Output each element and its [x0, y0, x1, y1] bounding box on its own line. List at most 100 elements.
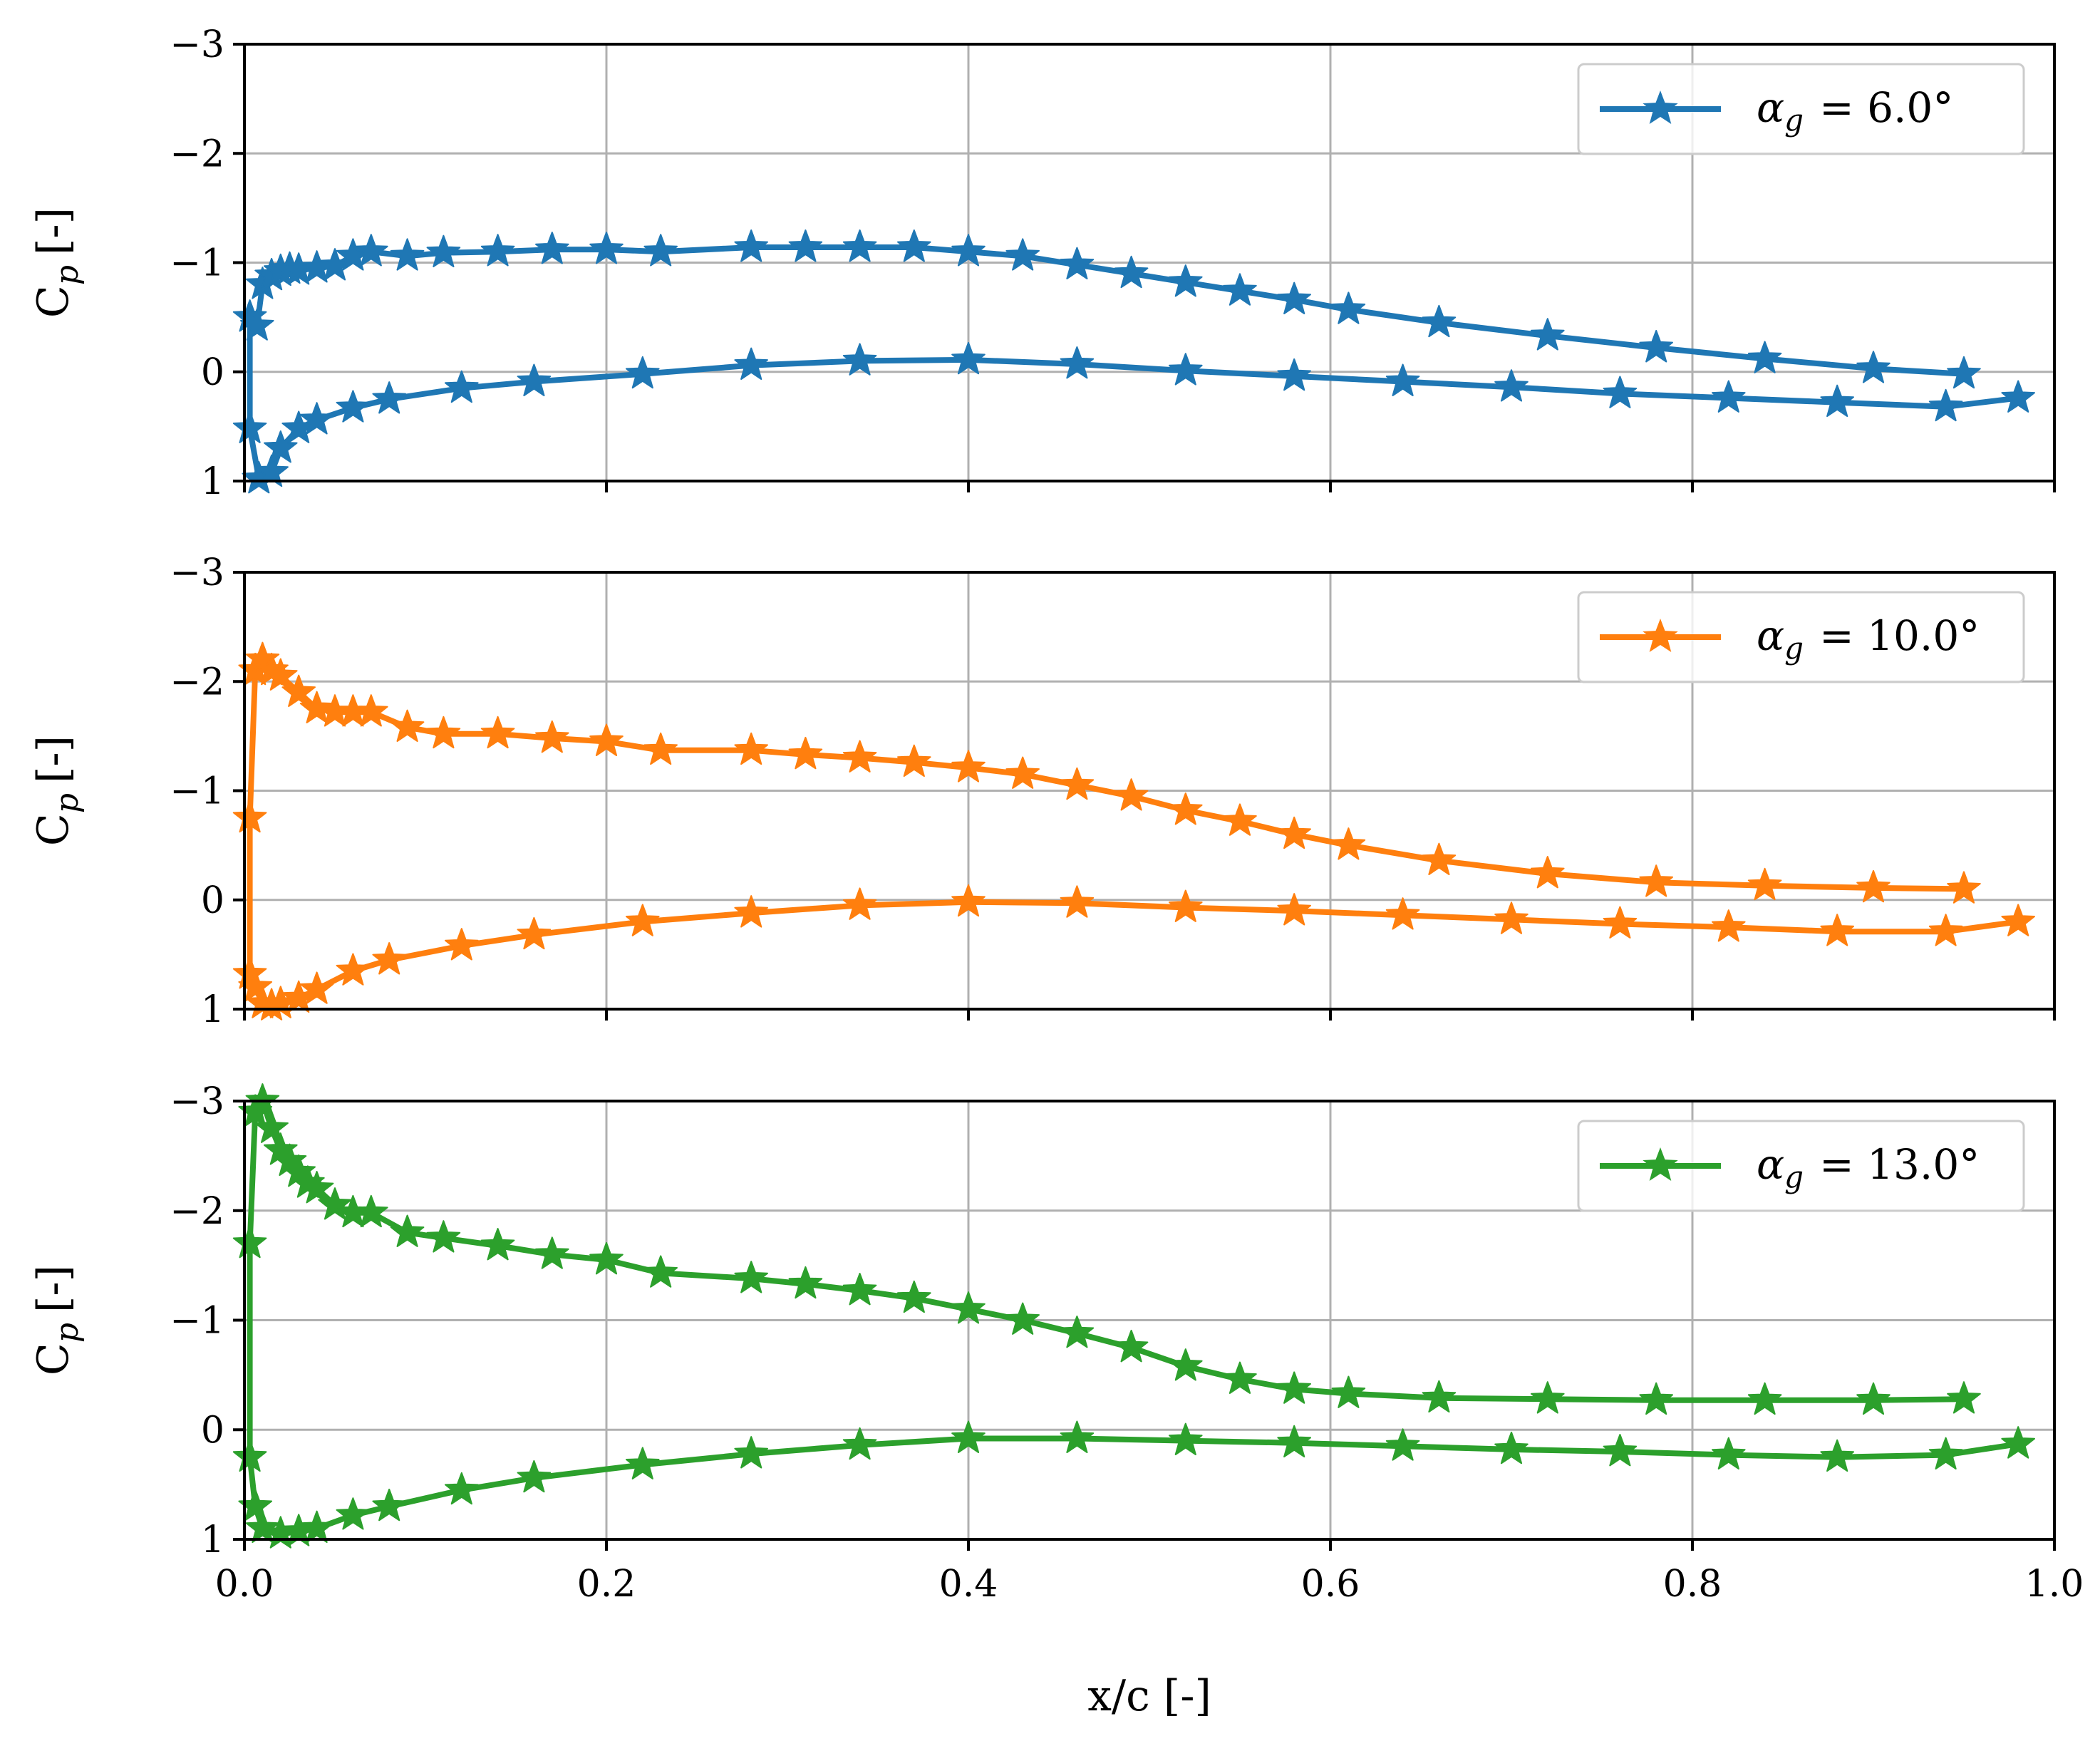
upper-surface-point	[1639, 864, 1673, 897]
upper-surface-point	[1005, 238, 1040, 271]
upper-surface-point	[254, 1110, 289, 1143]
upper-surface-point	[1277, 1371, 1311, 1404]
upper-surface-point	[1856, 1382, 1890, 1415]
legend-value: = 13.0°	[1819, 1140, 1980, 1189]
upper-surface-point	[1277, 281, 1311, 314]
legend-alpha: α	[1757, 83, 1784, 132]
lower-surface-point	[626, 904, 660, 936]
lower-surface-point	[445, 1472, 479, 1505]
lower-surface-point	[445, 928, 479, 961]
lower-surface-point	[517, 1460, 552, 1493]
y-tick-label: 0	[201, 351, 224, 394]
y-axis-label-sub: p	[49, 793, 86, 813]
upper-surface-point	[734, 229, 768, 262]
lower-surface-point	[842, 343, 877, 376]
lower-surface-point	[1060, 346, 1095, 379]
legend-box	[1577, 1120, 2025, 1212]
upper-surface-point	[1947, 871, 1981, 904]
upper-surface-point	[426, 716, 461, 749]
upper-surface-point	[1114, 1329, 1149, 1363]
upper-surface-point	[1531, 1381, 1565, 1414]
upper-surface-point	[1223, 1361, 1257, 1394]
lower-surface-point	[1385, 897, 1420, 930]
upper-surface-point	[1223, 273, 1257, 306]
lower-surface-point	[445, 370, 479, 403]
x-tick-label: 0.6	[1301, 1563, 1360, 1606]
lower-surface-point	[2001, 1426, 2035, 1459]
upper-surface-point	[318, 1187, 352, 1220]
subplot-alpha-6: −3 −2 −1 0 1 Cp [-] αg = 6.0°	[29, 24, 2056, 503]
lower-surface-point	[626, 356, 660, 389]
upper-surface-point	[1331, 827, 1366, 860]
upper-surface-point	[535, 720, 569, 753]
lower-surface-point	[517, 363, 552, 396]
lower-surface-point	[951, 341, 986, 375]
upper-surface-point	[480, 234, 515, 267]
lower-surface-point	[2001, 904, 2035, 936]
upper-surface-point	[1060, 247, 1095, 279]
upper-surface-point	[1060, 767, 1095, 800]
y-axis-label-unit: [-]	[29, 1265, 78, 1313]
lower-surface-point	[734, 895, 768, 928]
upper-surface-point	[1060, 1316, 1095, 1348]
upper-surface-point	[354, 694, 388, 727]
x-tick-label: 1.0	[2025, 1563, 2084, 1606]
upper-surface-point	[1331, 291, 1366, 324]
lower-surface-point	[372, 942, 406, 975]
upper-surface-point	[1856, 869, 1890, 903]
series-layer	[232, 1083, 2035, 1549]
legend-label: αg = 6.0°	[1757, 83, 1953, 138]
upper-surface-point	[1639, 1382, 1673, 1415]
lower-surface-point	[1928, 1437, 1963, 1469]
lower-surface-point	[951, 884, 986, 917]
lower-surface-point	[734, 347, 768, 380]
lower-surface-point	[842, 1427, 877, 1460]
axis-ticks: −3 −2 −1 0 1	[170, 552, 2056, 1031]
legend-star-marker	[1643, 1147, 1678, 1181]
lower-surface-point	[1603, 1434, 1638, 1467]
lower-surface-point	[1169, 353, 1203, 386]
upper-surface-point	[1169, 792, 1203, 825]
upper-surface-point	[951, 1291, 986, 1324]
lower-surface-point	[2001, 380, 2035, 413]
y-tick-label: −1	[170, 1300, 224, 1343]
upper-surface-point	[1747, 341, 1782, 373]
upper-surface-point	[589, 1241, 624, 1275]
upper-surface-point	[354, 1194, 388, 1228]
upper-surface-point	[232, 800, 267, 833]
lower-surface-point	[1820, 384, 1854, 418]
legend-alpha-sub: g	[1784, 631, 1804, 666]
y-tick-label: −2	[170, 1190, 224, 1233]
upper-surface-point	[734, 1261, 768, 1293]
legend-label: αg = 10.0°	[1757, 611, 1980, 666]
lower-surface-point	[1277, 1425, 1311, 1458]
lower-surface-point	[245, 1510, 280, 1543]
upper-surface-point	[1422, 304, 1457, 338]
upper-surface-point	[842, 740, 877, 773]
upper-surface-point	[1114, 255, 1149, 289]
upper-surface-point	[264, 658, 298, 691]
lower-surface-point	[626, 1447, 660, 1479]
lower-surface-point	[1928, 388, 1963, 422]
lower-surface-point	[336, 390, 371, 423]
x-tick-label: 0.0	[215, 1563, 274, 1606]
upper-surface-point	[589, 723, 624, 756]
y-axis-label: Cp [-]	[29, 207, 86, 318]
lower-surface-point	[1712, 1437, 1746, 1469]
y-tick-label: −2	[170, 133, 224, 175]
upper-surface-point	[1277, 816, 1311, 849]
upper-surface-point	[1747, 867, 1782, 901]
upper-surface-point	[1169, 1348, 1203, 1381]
upper-surface-point	[1856, 351, 1890, 383]
y-tick-label: −2	[170, 661, 224, 703]
subplot-alpha-13: 0.0 0.2 0.4 0.6 0.8 1.0 −3 −2 −1 0 1 Cp [-] αg = 13.…	[29, 1080, 2084, 1606]
upper-surface-point	[951, 234, 986, 267]
lower-surface-point	[1603, 376, 1638, 408]
upper-surface-point	[1422, 842, 1457, 875]
lower-surface-point	[842, 887, 877, 920]
lower-surface-point	[299, 1510, 334, 1543]
legend-alpha-sub: g	[1784, 1159, 1804, 1194]
lower-surface-point	[734, 1436, 768, 1469]
lower-surface-point	[299, 971, 334, 1004]
